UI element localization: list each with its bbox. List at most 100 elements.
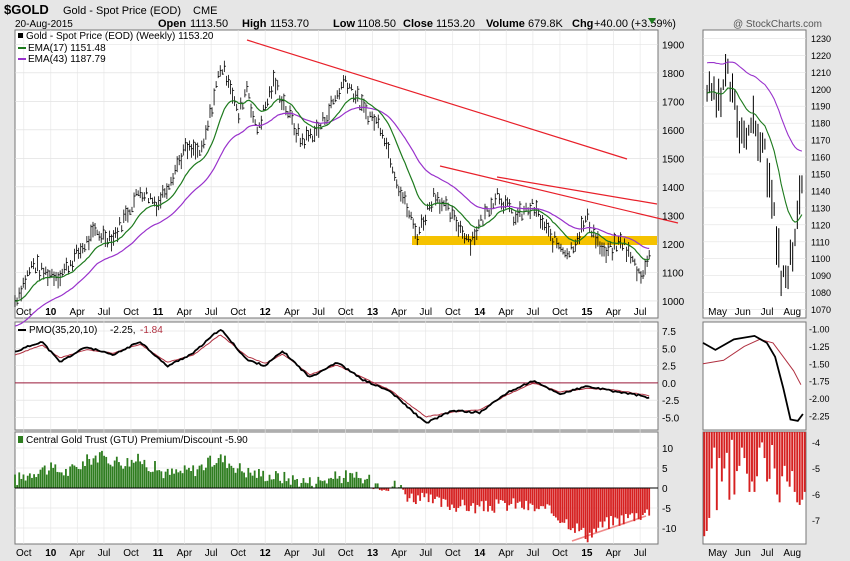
pmo-line: [14, 328, 650, 424]
premium-bar: [260, 476, 262, 488]
pmo-tick-label: 0.0: [662, 379, 676, 390]
premium-bar: [126, 458, 129, 488]
inset-discount-bar: [776, 432, 779, 495]
inset-discount-bar: [715, 432, 718, 511]
inset-x-tick-label: Jul: [761, 307, 774, 318]
premium-bar: [113, 460, 116, 488]
premium-bar: [451, 488, 453, 505]
inset-discount-bar: [786, 432, 789, 482]
ema17-legend-text: EMA(17) 1151.48: [28, 43, 106, 54]
premium-bar: [501, 488, 504, 501]
inset-ema17-line: [706, 87, 803, 223]
premium-bar: [548, 488, 551, 506]
premium-bar: [168, 474, 171, 488]
premium-bar: [137, 453, 139, 488]
premium-bar: [499, 488, 502, 501]
inset-discount-bar: [791, 432, 794, 472]
premium-bar: [149, 472, 152, 488]
premium-bar: [540, 488, 542, 507]
x-tick-label-price: 12: [260, 307, 272, 318]
premium-bar: [139, 461, 142, 488]
premium-bar: [247, 467, 250, 488]
premium-bar: [270, 479, 273, 488]
premium-bar: [103, 455, 105, 488]
x-tick-label-bottom: Oct: [338, 548, 354, 559]
premium-bar: [622, 488, 625, 525]
x-tick-label-price: Oct: [552, 307, 568, 318]
inset-price-tick-label: 1100: [811, 254, 830, 264]
low-label: Low: [333, 18, 355, 30]
premium-bar: [221, 462, 224, 488]
premium-bar: [535, 488, 538, 509]
premium-bar: [84, 465, 86, 488]
premium-bar: [459, 488, 462, 507]
premium-bar: [166, 468, 169, 488]
premium-bar: [457, 488, 460, 508]
premium-bar: [618, 488, 621, 526]
x-tick-label-price: Oct: [123, 307, 139, 318]
premium-bar: [81, 461, 84, 488]
inset-price-tick-label: 1110: [811, 237, 830, 247]
premium-bar: [22, 474, 25, 488]
premium-bar: [128, 466, 131, 488]
premium-bar: [431, 488, 434, 504]
inset-x-tick-label-bottom: May: [708, 548, 727, 559]
watermark: @ StockCharts.com: [733, 19, 822, 30]
premium-bar: [302, 478, 305, 488]
inset-premium-tick-label: -6: [812, 490, 820, 500]
premium-bar: [151, 471, 154, 488]
inset-price-tick-label: 1090: [811, 271, 831, 281]
premium-tick-label: 5: [662, 464, 668, 475]
grid-lines: [15, 30, 806, 544]
ema43-legend-text: EMA(43) 1187.79: [28, 54, 106, 65]
inset-x-tick-label-bottom: Jul: [761, 548, 774, 559]
inset-x-tick-label-bottom: Aug: [783, 548, 801, 559]
premium-bar: [482, 488, 485, 512]
premium-series: [14, 432, 806, 543]
inset-discount-bar: [725, 432, 728, 453]
x-tick-label-bottom: Apr: [177, 548, 193, 559]
price-tick-label: 1700: [662, 97, 685, 108]
premium-bar: [497, 488, 500, 504]
inset-x-tick-label: Jun: [735, 307, 751, 318]
premium-bar: [588, 488, 591, 533]
premium-bar: [268, 474, 271, 488]
premium-bar: [243, 472, 245, 488]
inset-discount-bar: [801, 432, 804, 500]
premium-legend-text: Central Gold Trust (GTU) Premium/Discoun…: [26, 435, 248, 446]
premium-bar: [226, 468, 229, 488]
premium-bar: [514, 488, 517, 509]
premium-bar: [296, 479, 298, 488]
pmo-tick-label: 7.5: [662, 327, 676, 338]
premium-bar: [79, 469, 82, 488]
inset-price-tick-label: 1190: [811, 102, 830, 112]
support-band: [412, 236, 657, 245]
premium-bar: [204, 467, 207, 488]
premium-bar: [599, 488, 602, 522]
premium-bar: [569, 488, 572, 531]
premium-bar: [559, 488, 562, 523]
premium-bar: [111, 466, 114, 488]
premium-bar: [453, 488, 455, 508]
premium-bar: [321, 481, 324, 488]
premium-bar: [406, 488, 409, 502]
premium-bar: [400, 485, 402, 488]
premium-bar: [351, 473, 354, 488]
premium-bar: [601, 488, 604, 528]
premium-bar: [563, 488, 566, 523]
price-legend: Gold - Spot Price (EOD) (Weekly) 1153.20…: [18, 31, 214, 65]
premium-bar: [591, 488, 593, 538]
premium-bar: [542, 488, 545, 507]
x-tick-label-bottom: Jul: [205, 548, 218, 559]
exchange-label: CME: [193, 5, 217, 17]
inset-discount-bar: [753, 432, 756, 492]
price-tick-label: 1000: [662, 297, 685, 308]
premium-bar: [124, 466, 127, 488]
inset-ema43-line: [707, 61, 803, 152]
pmo-legend-signal: -1.84: [140, 325, 163, 336]
inset-discount-bar: [771, 432, 774, 446]
premium-bar: [624, 488, 627, 514]
premium-bar: [644, 488, 646, 513]
premium-bar: [495, 488, 498, 500]
inset-price-tick-label: 1160: [811, 153, 830, 163]
